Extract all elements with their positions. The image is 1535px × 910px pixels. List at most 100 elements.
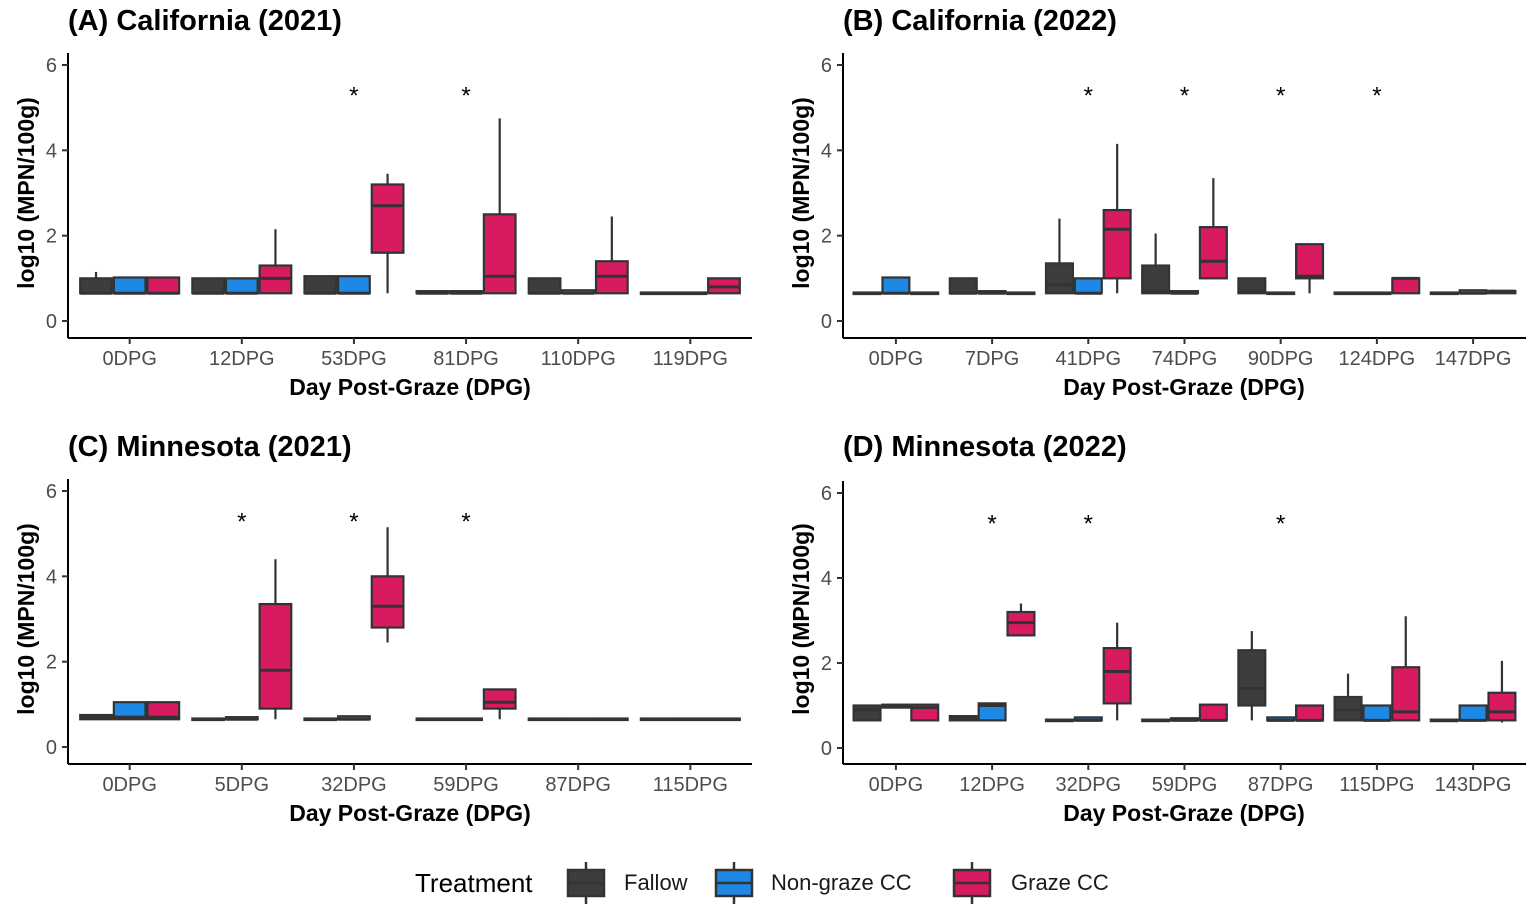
significance-asterisk: * xyxy=(461,509,470,536)
x-tick-label: 32DPG xyxy=(1056,774,1122,796)
x-tick-label: 87DPG xyxy=(1248,774,1314,796)
box-fallow-32dpg xyxy=(303,717,338,722)
box-non-graze-cc-59dpg xyxy=(449,717,483,722)
significance-asterisk: * xyxy=(237,509,246,536)
y-tick-label: 0 xyxy=(46,737,57,759)
box-graze-cc-87dpg xyxy=(1295,704,1325,722)
y-tick-label: 6 xyxy=(46,55,57,77)
x-tick-label: 53DPG xyxy=(321,348,387,370)
y-tick-label: 2 xyxy=(46,652,57,674)
legend-label-non-graze-cc: Non-graze CC xyxy=(771,870,912,895)
plot-area: 0 2 4 6 0DPG 12DPG * 32DPG * 59DPG 87DPG * 115DPG 143… xyxy=(821,481,1526,796)
x-tick-label: 115DPG xyxy=(1339,774,1414,796)
box-fallow-0dpg xyxy=(79,271,113,295)
y-tick-label: 0 xyxy=(821,311,832,333)
x-axis-label: Day Post-Graze (DPG) xyxy=(289,374,531,400)
box-graze-cc-41dpg xyxy=(1102,143,1132,294)
box-fallow-87dpg xyxy=(1237,631,1267,721)
x-axis-label: Day Post-Graze (DPG) xyxy=(1063,800,1305,826)
box-non-graze-cc-12dpg xyxy=(224,277,259,295)
box-body xyxy=(370,183,405,254)
box-body xyxy=(258,602,293,710)
plot-area: 0 2 4 6 0DPG 7DPG 41DPG * 74DPG * 90DPG * 124DPG * 147… xyxy=(821,53,1526,370)
box-fallow-59dpg xyxy=(1141,718,1171,723)
box-body xyxy=(1044,262,1074,295)
box-body xyxy=(948,277,978,295)
box-fallow-32dpg xyxy=(1044,718,1074,723)
plot-area: 0 2 4 6 0DPG 12DPG 53DPG * 81DPG * 110DPG 119DPG xyxy=(46,53,752,370)
box-body xyxy=(881,276,911,295)
box-body xyxy=(1102,208,1132,280)
box-non-graze-cc-0dpg xyxy=(112,276,147,295)
legend-label-fallow: Fallow xyxy=(624,870,688,895)
box-fallow-119dpg xyxy=(639,291,674,296)
box-body xyxy=(112,701,147,721)
box-non-graze-cc-0dpg xyxy=(112,701,147,721)
box-body xyxy=(1237,277,1267,295)
box-graze-cc-81dpg xyxy=(482,118,517,295)
box-body xyxy=(337,275,371,295)
y-tick-label: 2 xyxy=(821,226,832,248)
box-fallow-74dpg xyxy=(1141,233,1171,295)
box-body xyxy=(1391,277,1421,295)
significance-asterisk: * xyxy=(1276,511,1285,538)
box-fallow-59dpg xyxy=(415,717,450,722)
box-non-graze-cc-0dpg xyxy=(881,703,911,709)
box-graze-cc-87dpg xyxy=(594,717,629,722)
x-tick-label: 0DPG xyxy=(869,348,923,370)
y-axis-label: log10 (MPN/100g) xyxy=(788,523,814,715)
box-body xyxy=(1458,704,1488,722)
box-non-graze-cc-90dpg xyxy=(1266,291,1296,296)
significance-asterisk: * xyxy=(1372,83,1381,110)
x-tick-label: 0DPG xyxy=(102,774,156,796)
box-non-graze-cc-32dpg xyxy=(337,715,371,721)
y-tick-label: 2 xyxy=(46,226,57,248)
box-fallow-90dpg xyxy=(1237,277,1267,295)
significance-asterisk: * xyxy=(349,83,358,110)
panel-title: (D) Minnesota (2022) xyxy=(843,431,1127,463)
box-graze-cc-12dpg xyxy=(258,229,293,295)
box-non-graze-cc-32dpg xyxy=(1073,716,1103,722)
box-non-graze-cc-12dpg xyxy=(977,702,1007,722)
box-fallow-5dpg xyxy=(191,717,226,722)
y-tick-label: 4 xyxy=(821,140,832,162)
panel-b: (B) California (2022) Day Post-Graze (DP… xyxy=(788,5,1526,400)
box-body xyxy=(1295,704,1325,722)
box-fallow-12dpg xyxy=(191,277,226,295)
x-axis-label: Day Post-Graze (DPG) xyxy=(1063,374,1305,400)
box-graze-cc-0dpg xyxy=(146,276,181,295)
panel-d: (D) Minnesota (2022) Day Post-Graze (DPG… xyxy=(788,431,1526,826)
box-body xyxy=(146,276,181,295)
box-fallow-0dpg xyxy=(852,291,882,296)
box-graze-cc-115dpg xyxy=(707,717,741,722)
y-axis-label: log10 (MPN/100g) xyxy=(788,97,814,289)
box-fallow-0dpg xyxy=(852,704,882,722)
panel-a: (A) California (2021) Day Post-Graze (DP… xyxy=(13,5,752,400)
y-tick-label: 2 xyxy=(821,653,832,675)
box-body xyxy=(1198,226,1228,280)
box-graze-cc-147dpg xyxy=(1487,289,1517,295)
box-graze-cc-7dpg xyxy=(1006,291,1036,296)
x-tick-label: 0DPG xyxy=(869,774,923,796)
panel-title: (B) California (2022) xyxy=(843,5,1117,37)
x-tick-label: 124DPG xyxy=(1339,348,1416,370)
x-tick-label: 12DPG xyxy=(959,774,1025,796)
box-body xyxy=(482,688,517,710)
box-graze-cc-5dpg xyxy=(258,559,293,720)
legend-key-fallow xyxy=(566,862,606,904)
box-fallow-53dpg xyxy=(303,275,338,295)
x-tick-label: 59DPG xyxy=(1152,774,1218,796)
significance-asterisk: * xyxy=(1084,511,1093,538)
box-graze-cc-32dpg xyxy=(370,527,405,643)
box-body xyxy=(146,701,181,721)
significance-asterisk: * xyxy=(461,83,470,110)
box-graze-cc-0dpg xyxy=(910,291,940,296)
box-graze-cc-119dpg xyxy=(707,277,741,295)
box-fallow-81dpg xyxy=(415,290,450,295)
x-tick-label: 87DPG xyxy=(545,774,611,796)
y-axis-label: log10 (MPN/100g) xyxy=(13,523,39,715)
box-graze-cc-110dpg xyxy=(594,216,629,295)
box-body xyxy=(1073,277,1103,295)
plot-area: 0 2 4 6 0DPG 5DPG * 32DPG * 59DPG * 87DPG 115DPG xyxy=(46,479,752,796)
